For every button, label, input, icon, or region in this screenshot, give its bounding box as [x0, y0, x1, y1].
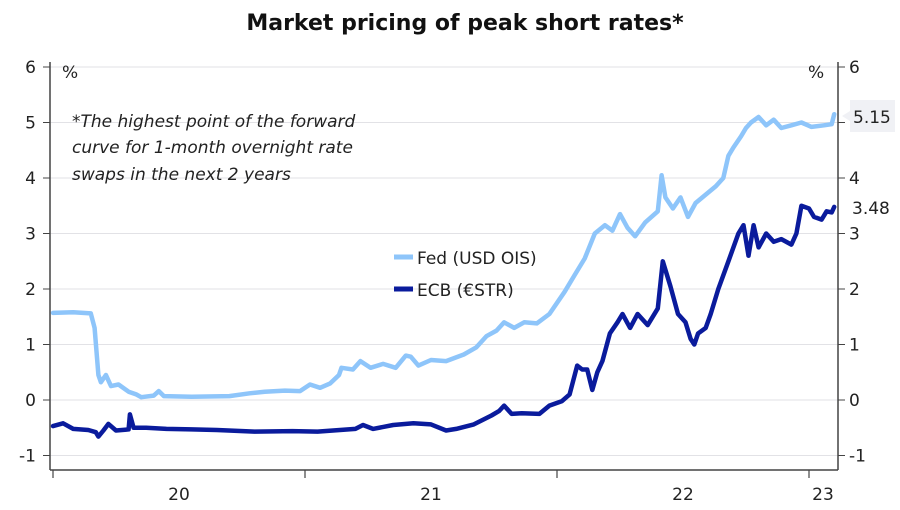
y-tick-label: 4 [25, 169, 36, 189]
y-unit-right: % [808, 63, 824, 83]
y-tick-label-right: 2 [849, 280, 860, 300]
end-label-fed-value: 5.15 [853, 108, 891, 128]
footnote: *The highest point of the forward curve … [72, 112, 356, 185]
y-tick-label-right: 1 [849, 336, 860, 356]
chart-title: Market pricing of peak short rates* [246, 11, 684, 36]
series-line-fed [50, 111, 837, 400]
x-tick-label: 23 [812, 485, 834, 505]
y-ticks-left: -1 0 1 2 3 4 5 6 [19, 58, 50, 467]
y-tick-label: 3 [25, 225, 36, 245]
y-unit-left: % [62, 63, 78, 83]
legend-label-fed: Fed (USD OIS) [417, 249, 537, 269]
x-tick-label: 20 [168, 485, 190, 505]
y-tick-label: 6 [25, 58, 36, 78]
end-label-ecb-value: 3.48 [852, 199, 890, 219]
y-tick-label-right: 0 [849, 391, 860, 411]
y-tick-label: 0 [25, 391, 36, 411]
x-tick-label: 22 [672, 485, 694, 505]
y-tick-label-right: -1 [849, 447, 866, 467]
footnote-line-2: curve for 1-month overnight rate [72, 138, 353, 158]
x-tick-label: 21 [420, 485, 442, 505]
footnote-line-3: swaps in the next 2 years [72, 165, 291, 185]
x-ticks: 20 21 22 23 [52, 470, 834, 505]
y-tick-label-right: 4 [849, 169, 860, 189]
y-tick-label: 1 [25, 336, 36, 356]
end-label-fed: 5.15 [842, 100, 895, 132]
series-group [50, 111, 837, 439]
y-tick-label-right: 6 [849, 58, 860, 78]
y-ticks-right: -1 0 1 2 3 4 6 [838, 58, 866, 467]
series-line-ecb [50, 203, 837, 439]
y-tick-label-right: 3 [849, 225, 860, 245]
y-tick-label: -1 [19, 447, 36, 467]
y-tick-label: 5 [25, 114, 36, 134]
end-label-fed-pointer [842, 111, 850, 121]
grid [50, 66, 838, 456]
legend-label-ecb: ECB (€STR) [417, 281, 514, 301]
legend: Fed (USD OIS) ECB (€STR) [394, 249, 537, 301]
footnote-line-1: *The highest point of the forward [72, 112, 356, 132]
y-tick-label: 2 [25, 280, 36, 300]
end-label-fed-bg [850, 100, 895, 132]
